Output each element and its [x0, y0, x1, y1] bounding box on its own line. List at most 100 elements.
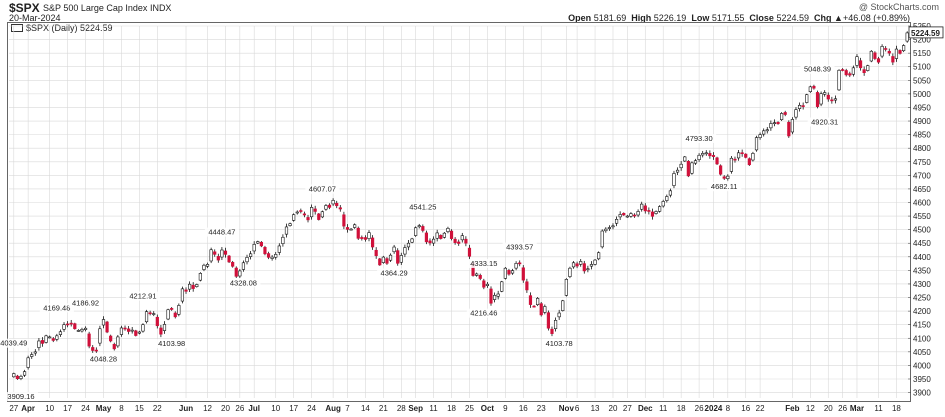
- candle-up: [880, 46, 884, 57]
- candle-up: [611, 225, 615, 228]
- y-tick-label: 5050: [913, 76, 931, 85]
- candle-down: [891, 56, 895, 63]
- x-tick-label: Nov: [559, 404, 575, 413]
- y-tick-label: 4650: [913, 185, 931, 194]
- candle-down: [546, 312, 550, 329]
- y-tick-label: 4550: [913, 212, 931, 221]
- candle-down: [708, 153, 712, 157]
- candle-down: [338, 207, 342, 210]
- x-tick-label: 26: [838, 404, 847, 413]
- low-label: Low: [691, 13, 710, 23]
- candle-up: [833, 98, 838, 101]
- candle-down: [327, 204, 332, 208]
- annotation-bg: [68, 298, 103, 308]
- chg-value: +46.08 (+0.89%): [842, 13, 910, 23]
- candle-down: [231, 261, 235, 267]
- candle-down: [123, 327, 127, 330]
- x-tick-label: Feb: [785, 404, 799, 413]
- x-tick-label: Dec: [638, 404, 653, 413]
- candle-up: [241, 262, 246, 270]
- y-tick-label: 5150: [913, 49, 931, 58]
- y-axis: 3900 3950 4000 4050 4100 4150 4200 4250 4300 4350…: [908, 22, 931, 398]
- candle-down: [550, 328, 554, 334]
- candle-up: [406, 242, 411, 248]
- x-tick-label: 27: [623, 404, 632, 413]
- candle-up: [905, 32, 909, 42]
- annotation-label: 4393.57: [506, 243, 533, 252]
- candle-up: [894, 48, 899, 59]
- annotation-bg: [86, 354, 121, 364]
- candle-up: [808, 86, 812, 92]
- legend-swatch: [11, 24, 23, 32]
- annotation-label: 3909.16: [7, 392, 34, 401]
- candle-up: [492, 295, 497, 300]
- candle-up: [62, 324, 66, 330]
- candle-up: [869, 50, 873, 62]
- annotation-label: 4186.92: [72, 299, 99, 308]
- candle-down: [259, 241, 263, 247]
- candle-down: [105, 321, 109, 333]
- x-tick-label: 20: [221, 404, 230, 413]
- candle-up: [568, 267, 572, 277]
- annotation-bg: [807, 117, 842, 127]
- candle-up: [195, 284, 199, 287]
- candle-down: [69, 322, 73, 325]
- candle-down: [155, 316, 159, 327]
- annotation-label: 4920.31: [811, 118, 838, 127]
- candle-up: [256, 241, 260, 244]
- chart-date: 20-Mar-2024: [9, 13, 61, 23]
- candle-down: [776, 122, 780, 125]
- candle-down: [449, 230, 454, 239]
- y-tick-label: 4800: [913, 144, 931, 153]
- annotation-bg: [305, 184, 340, 194]
- y-tick-label: 4200: [913, 307, 931, 316]
- x-tick-label: 24: [307, 404, 316, 413]
- high-value: 5226.19: [653, 13, 687, 23]
- y-tick-label: 5200: [913, 36, 931, 45]
- candle-up: [625, 215, 629, 218]
- annotation-bg: [154, 339, 189, 349]
- candle-down: [363, 237, 368, 240]
- candle-up: [116, 336, 120, 347]
- annotation-label: 4793.30: [686, 134, 713, 143]
- annotation-label: 4048.28: [90, 354, 117, 363]
- annotation-bg: [800, 64, 835, 74]
- candle-down: [525, 281, 529, 291]
- candle-down: [134, 330, 138, 336]
- candle-down: [421, 226, 425, 231]
- candle-down: [184, 289, 188, 292]
- y-tick-label: 4950: [913, 103, 931, 112]
- candle-up: [675, 169, 680, 173]
- candle-down: [173, 312, 177, 318]
- candle-up: [496, 293, 500, 297]
- candle-up: [417, 225, 421, 228]
- candle-up: [593, 259, 597, 265]
- candle-down: [862, 69, 866, 74]
- candle-down: [464, 238, 468, 244]
- candle-up: [485, 283, 490, 286]
- candle-down: [898, 50, 902, 54]
- y-tick-label: 4000: [913, 361, 931, 370]
- x-axis: 27 Apr 10 17 24 May 8 15 22 Jun 12 20 26 Jul 10 17 24 Aug…: [9, 404, 901, 413]
- candle-up: [658, 206, 662, 212]
- candle-up: [579, 261, 583, 265]
- candle-up: [726, 175, 730, 179]
- candle-down: [733, 158, 737, 161]
- candle-down: [801, 105, 805, 107]
- candle-down: [148, 312, 152, 315]
- chart-header: $SPX S&P 500 Large Cap Index INDX 20-Mar…: [0, 0, 945, 32]
- y-tick-label: 4850: [913, 131, 931, 140]
- candle-up: [661, 201, 665, 207]
- candle-up: [668, 190, 672, 196]
- candle-up: [270, 256, 274, 259]
- annotation-label: 4039.49: [0, 339, 27, 348]
- x-tick-label: 17: [289, 404, 298, 413]
- candle-down: [317, 213, 321, 220]
- annotation-bg: [226, 278, 261, 288]
- x-tick-label: 18: [447, 404, 456, 413]
- candle-up: [101, 319, 106, 326]
- candle-down: [51, 338, 55, 341]
- candle-down: [342, 214, 346, 227]
- annotation-label: 4328.08: [230, 278, 257, 287]
- candle-down: [335, 202, 339, 207]
